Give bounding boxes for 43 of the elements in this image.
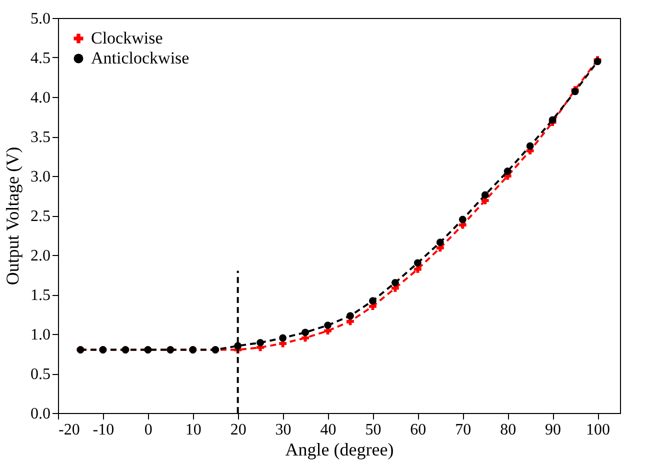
x-tick-label: -20	[58, 422, 80, 438]
x-tick-label: 80	[500, 422, 516, 438]
y-tick-label: 1.0	[30, 326, 50, 344]
y-tick-label: 1.5	[30, 287, 50, 304]
point	[391, 278, 399, 286]
x-tick-label: 50	[365, 422, 382, 438]
x-tick-label: 60	[410, 422, 426, 438]
y-tick-label: 3.5	[30, 129, 50, 146]
x-tick-label: 0	[144, 422, 152, 438]
point	[279, 334, 287, 342]
point	[414, 259, 422, 267]
y-axis-title: Output Voltage (V)	[2, 146, 22, 286]
y-tick-label: 0.5	[30, 366, 50, 383]
point	[548, 116, 556, 124]
point	[256, 338, 264, 346]
legend-label: Anticlockwise	[91, 48, 190, 68]
point	[369, 297, 376, 305]
point	[436, 238, 444, 246]
x-tick-label: -10	[92, 422, 114, 438]
point	[414, 266, 422, 273]
x-tick-label: 40	[320, 422, 336, 438]
point	[526, 142, 534, 150]
point	[504, 168, 512, 175]
point	[324, 322, 332, 330]
x-tick-label: 20	[230, 422, 246, 438]
x-tick-label: 90	[545, 422, 562, 438]
x-tick-label: 10	[185, 422, 202, 438]
y-tick-label: 2.5	[30, 208, 50, 225]
y-tick-label: 3.0	[30, 168, 50, 186]
y-tick-label: 5.0	[30, 10, 50, 28]
x-axis-title: Angle (degree)	[285, 440, 394, 460]
y-tick-label: 4.0	[30, 90, 50, 106]
x-tick-label: 100	[586, 422, 610, 438]
y-tick-label: 2.0	[30, 248, 50, 264]
y-tick-label: 0.0	[30, 406, 50, 422]
y-tick-label: 4.5	[30, 50, 50, 67]
x-tick-label: 70	[455, 422, 472, 438]
legend-label: Clockwise	[91, 28, 163, 48]
point	[458, 216, 466, 224]
point	[302, 328, 309, 336]
point	[481, 191, 489, 199]
point	[346, 312, 354, 320]
x-tick-label: 30	[275, 422, 292, 438]
